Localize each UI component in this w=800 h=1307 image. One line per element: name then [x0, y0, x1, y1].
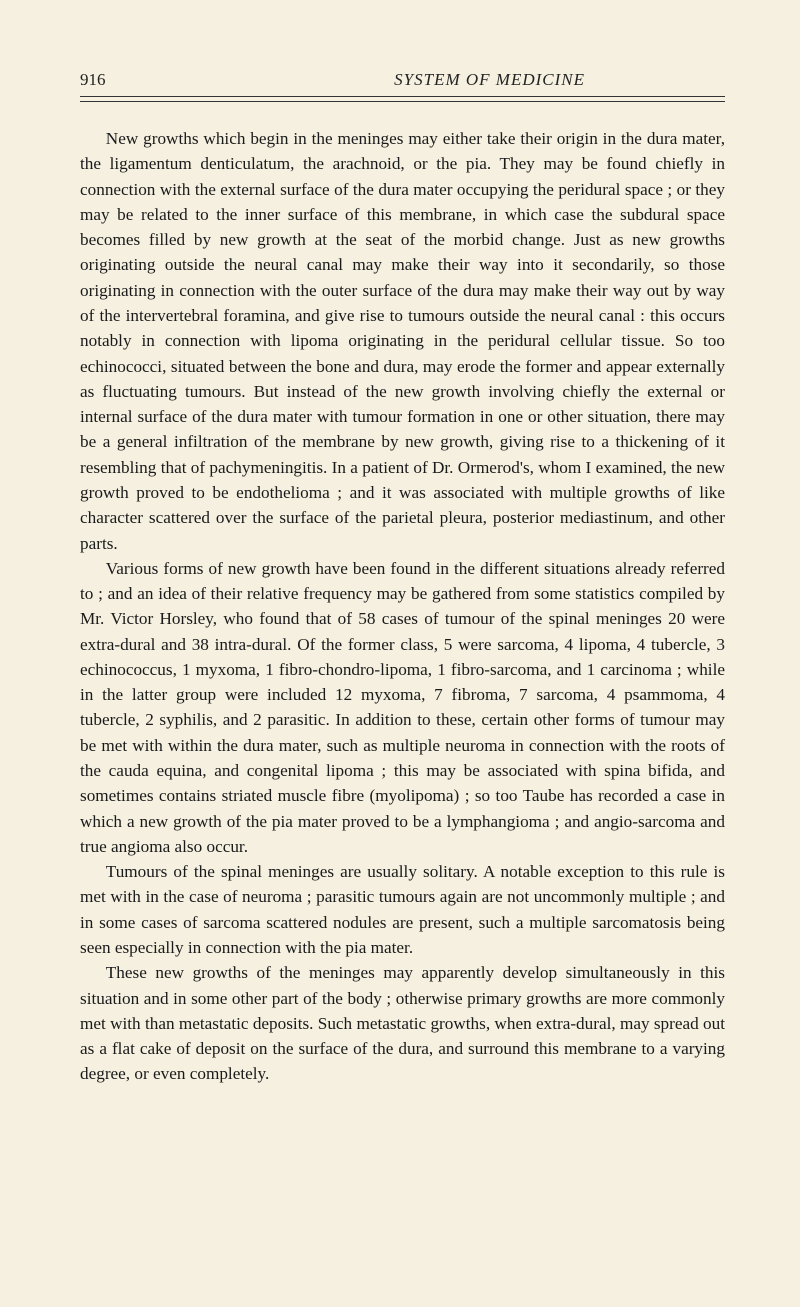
paragraph: These new growths of the meninges may ap…: [80, 960, 725, 1086]
paragraph: Tumours of the spinal meninges are usual…: [80, 859, 725, 960]
book-title: SYSTEM OF MEDICINE: [394, 70, 585, 90]
paragraph: Various forms of new growth have been fo…: [80, 556, 725, 859]
page-container: 916 SYSTEM OF MEDICINE New growths which…: [0, 0, 800, 1307]
body-text: New growths which begin in the meninges …: [80, 126, 725, 1087]
header-rule: [80, 101, 725, 102]
paragraph: New growths which begin in the meninges …: [80, 126, 725, 556]
page-header: 916 SYSTEM OF MEDICINE: [80, 70, 725, 97]
page-number: 916: [80, 70, 106, 90]
